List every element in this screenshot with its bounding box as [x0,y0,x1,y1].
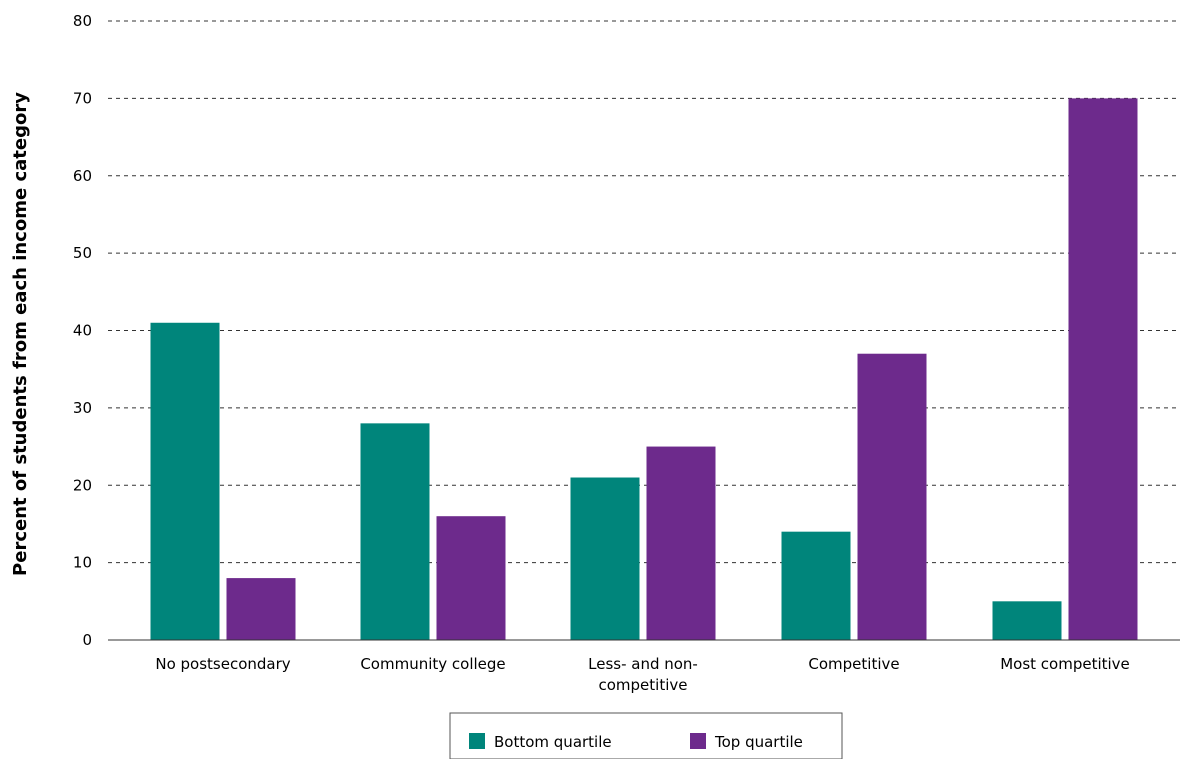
x-category-label: Less- and non-competitive [588,655,698,694]
y-tick-label: 40 [73,322,92,340]
bar-top-quartile [436,516,506,640]
x-category-label: Most competitive [1000,655,1130,673]
y-tick-label: 70 [73,89,92,107]
y-tick-label: 0 [82,631,92,649]
bar-bottom-quartile [360,423,430,640]
bar-top-quartile [1068,98,1138,640]
category-labels: No postsecondary Community college Less- a… [155,655,1129,694]
bar-bottom-quartile [781,531,851,640]
x-category-label: Competitive [808,655,899,673]
gridlines [108,20,1180,564]
x-category-label: No postsecondary [155,655,290,673]
y-tick-label: 30 [73,399,92,417]
y-tick-label: 60 [73,167,92,185]
y-tick-label: 20 [73,476,92,494]
bars [150,98,1138,640]
bar-bottom-quartile [570,477,640,640]
bar-bottom-quartile [150,322,220,640]
legend-label: Bottom quartile [494,733,612,751]
x-category-label: Community college [360,655,505,673]
y-tick-label: 10 [73,554,92,572]
legend: Bottom quartile Top quartile [449,712,843,759]
bar-top-quartile [646,446,716,640]
y-axis-label: Percent of students from each income cat… [10,92,31,576]
legend-label: Top quartile [714,733,803,751]
bar-bottom-quartile [992,601,1062,640]
y-axis-ticks: 0 10 20 30 40 50 60 70 80 [73,12,92,649]
y-tick-label: 80 [73,12,92,30]
bar-top-quartile [226,578,296,640]
y-tick-label: 50 [73,244,92,262]
legend-swatch [690,733,706,749]
bar-top-quartile [857,353,927,640]
legend-box [449,712,843,759]
legend-swatch [469,733,485,749]
